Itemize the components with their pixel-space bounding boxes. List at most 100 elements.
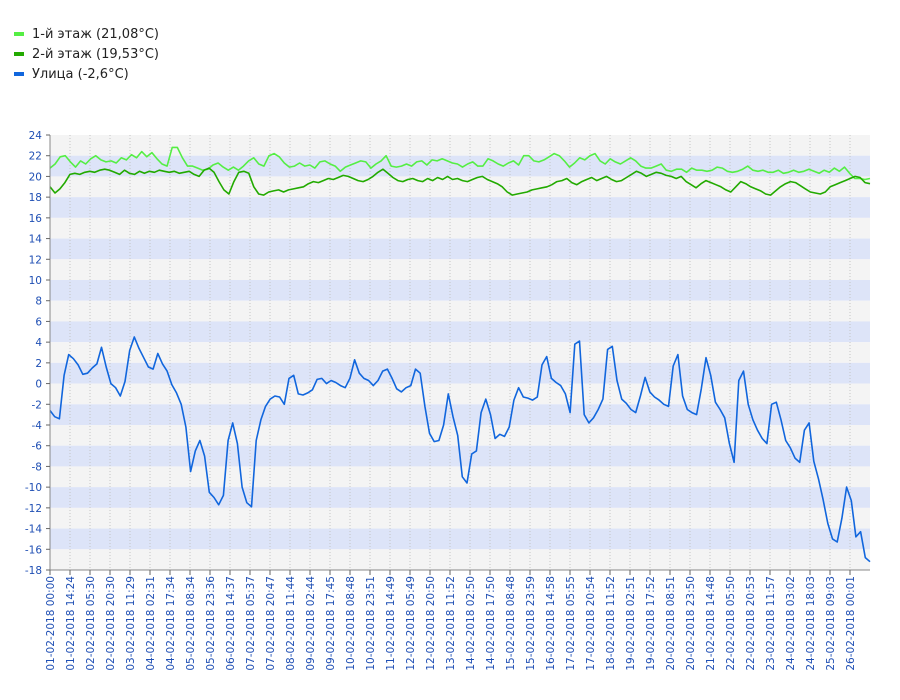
legend-label-street: Улица (-2,6°C) bbox=[32, 66, 129, 82]
x-tick-label: 06-02-2018 14:37 bbox=[225, 576, 237, 671]
y-axis-ticks: 242220181614121086420-2-4-6-8-10-12-14-1… bbox=[25, 130, 50, 577]
grid-band bbox=[50, 528, 870, 550]
x-tick-label: 01-02-2018 00:00 bbox=[45, 576, 57, 671]
x-tick-label: 16-02-2018 14:58 bbox=[545, 576, 557, 671]
y-tick-label: -6 bbox=[32, 441, 43, 453]
x-tick-label: 08-02-2018 11:44 bbox=[285, 576, 297, 671]
plot-background bbox=[50, 135, 870, 570]
x-tick-label: 05-02-2018 08:34 bbox=[185, 576, 197, 671]
x-axis-ticks: 01-02-2018 00:00 01-02-2018 14:24 02-02-20… bbox=[45, 570, 857, 671]
axes bbox=[49, 135, 870, 571]
x-tick-label: 14-02-2018 02:50 bbox=[465, 576, 477, 671]
x-tick-label: 10-02-2018 23:51 bbox=[365, 576, 377, 671]
x-tick-label: 12-02-2018 05:49 bbox=[405, 576, 417, 671]
x-tick-label: 09-02-2018 17:45 bbox=[325, 576, 337, 671]
x-tick-label: 22-02-2018 05:50 bbox=[725, 576, 737, 671]
x-tick-label: 18-02-2018 11:52 bbox=[605, 576, 617, 671]
y-tick-label: 18 bbox=[29, 192, 42, 204]
x-tick-label: 25-02-2018 09:03 bbox=[825, 576, 837, 671]
grid-band bbox=[50, 487, 870, 508]
y-tick-label: 20 bbox=[29, 171, 42, 183]
legend-swatch-street bbox=[14, 72, 24, 76]
legend-swatch-floor2 bbox=[14, 52, 24, 56]
y-tick-label: 4 bbox=[35, 337, 42, 349]
x-tick-label: 19-02-2018 17:52 bbox=[645, 576, 657, 671]
x-tick-label: 10-02-2018 08:48 bbox=[345, 576, 357, 671]
x-tick-label: 02-02-2018 20:30 bbox=[105, 576, 117, 671]
series-lines bbox=[49, 146, 871, 563]
legend-item-floor1[interactable]: 1-й этаж (21,08°C) bbox=[14, 24, 159, 44]
y-tick-label: -12 bbox=[25, 503, 42, 515]
y-tick-label: 14 bbox=[29, 234, 43, 246]
y-tick-label: 24 bbox=[29, 130, 43, 142]
x-tick-label: 24-02-2018 18:03 bbox=[805, 576, 817, 671]
y-tick-label: 10 bbox=[29, 275, 42, 287]
y-tick-label: 12 bbox=[29, 254, 42, 266]
y-tick-label: 0 bbox=[35, 379, 42, 391]
x-tick-label: 26-02-2018 00:01 bbox=[845, 576, 857, 671]
x-tick-label: 17-02-2018 20:54 bbox=[585, 576, 597, 671]
legend: 1-й этаж (21,08°C) 2-й этаж (19,53°C) Ул… bbox=[14, 24, 159, 84]
x-tick-label: 04-02-2018 17:34 bbox=[165, 576, 177, 671]
y-tick-label: -18 bbox=[25, 565, 42, 577]
y-tick-label: -4 bbox=[32, 420, 43, 432]
x-tick-label: 15-02-2018 23:59 bbox=[525, 576, 537, 671]
x-tick-label: 05-02-2018 23:36 bbox=[205, 576, 217, 671]
x-tick-label: 23-02-2018 11:57 bbox=[765, 576, 777, 671]
x-tick-label: 21-02-2018 14:48 bbox=[705, 576, 717, 671]
y-tick-label: -10 bbox=[25, 482, 42, 494]
x-tick-label: 22-02-2018 20:53 bbox=[745, 576, 757, 671]
x-tick-label: 19-02-2018 02:51 bbox=[625, 576, 637, 671]
x-tick-label: 12-02-2018 20:50 bbox=[425, 576, 437, 671]
grid-band bbox=[50, 362, 870, 384]
y-tick-label: 22 bbox=[29, 151, 42, 163]
x-tick-label: 09-02-2018 02:44 bbox=[305, 576, 317, 671]
legend-item-floor2[interactable]: 2-й этаж (19,53°C) bbox=[14, 44, 159, 64]
grid-band bbox=[50, 300, 870, 322]
grid-band bbox=[50, 259, 870, 280]
x-tick-label: 14-02-2018 17:50 bbox=[485, 576, 497, 671]
series-line-floor1 bbox=[49, 146, 871, 181]
x-tick-label: 20-02-2018 08:51 bbox=[665, 576, 677, 671]
y-tick-label: -14 bbox=[25, 524, 42, 536]
grid-band bbox=[50, 280, 870, 301]
x-tick-label: 01-02-2018 14:24 bbox=[65, 576, 77, 671]
x-tick-label: 07-02-2018 20:47 bbox=[265, 576, 277, 671]
x-tick-label: 04-02-2018 02:31 bbox=[145, 576, 157, 671]
y-tick-label: 2 bbox=[35, 358, 42, 370]
x-tick-label: 15-02-2018 08:48 bbox=[505, 576, 517, 671]
y-tick-label: 16 bbox=[29, 213, 43, 225]
y-tick-label: 6 bbox=[35, 316, 42, 328]
x-tick-label: 03-02-2018 11:29 bbox=[125, 576, 137, 671]
y-tick-label: 8 bbox=[35, 296, 42, 308]
grid-band bbox=[50, 238, 870, 260]
grid-band bbox=[50, 466, 870, 488]
grid-band bbox=[50, 404, 870, 425]
legend-label-floor2: 2-й этаж (19,53°C) bbox=[32, 46, 159, 62]
x-tick-label: 07-02-2018 05:37 bbox=[245, 576, 257, 671]
legend-item-street[interactable]: Улица (-2,6°C) bbox=[14, 64, 159, 84]
grid-band bbox=[50, 135, 870, 156]
grid-band bbox=[50, 383, 870, 405]
grid-band bbox=[50, 425, 870, 446]
grid-band bbox=[50, 507, 870, 529]
series-line-floor2 bbox=[49, 167, 871, 196]
series-line-street bbox=[49, 336, 871, 563]
grid-band bbox=[50, 321, 870, 343]
x-tick-label: 20-02-2018 23:50 bbox=[685, 576, 697, 671]
grid-band bbox=[50, 197, 870, 218]
y-tick-label: -2 bbox=[32, 399, 42, 411]
grid-band bbox=[50, 176, 870, 198]
x-tick-label: 24-02-2018 03:02 bbox=[785, 576, 797, 671]
x-tick-label: 02-02-2018 05:30 bbox=[85, 576, 97, 671]
x-tick-label: 17-02-2018 05:55 bbox=[565, 576, 577, 671]
y-tick-label: -8 bbox=[32, 461, 42, 473]
y-tick-label: -16 bbox=[25, 544, 42, 556]
legend-label-floor1: 1-й этаж (21,08°C) bbox=[32, 26, 159, 42]
x-tick-label: 13-02-2018 11:52 bbox=[445, 576, 457, 671]
grid-band bbox=[50, 342, 870, 363]
x-tick-label: 11-02-2018 14:49 bbox=[385, 576, 397, 671]
grid-band bbox=[50, 549, 870, 570]
legend-swatch-floor1 bbox=[14, 32, 24, 36]
